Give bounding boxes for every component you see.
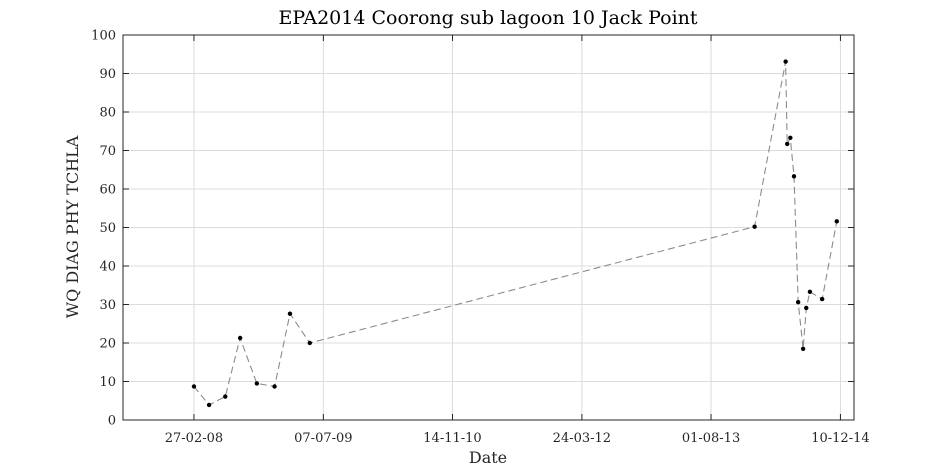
y-tick-label: 0 — [108, 414, 116, 429]
series-layer — [191, 59, 839, 408]
x-axis-label: Date — [469, 448, 507, 467]
y-axis-label: WQ DIAG PHY TCHLA — [63, 135, 82, 318]
y-tick-label: 40 — [99, 260, 116, 275]
data-point — [307, 340, 312, 346]
x-tick-label: 27-02-08 — [165, 431, 223, 446]
y-axis: 0 10 20 30 40 50 60 70 80 90 100 — [91, 29, 854, 429]
chart-title: EPA2014 Coorong sub lagoon 10 Jack Point — [278, 7, 697, 29]
y-tick-label: 10 — [99, 375, 116, 390]
data-point — [237, 335, 243, 341]
data-point — [834, 219, 839, 224]
x-tick-label: 01-08-13 — [682, 431, 740, 446]
data-point — [807, 289, 813, 294]
data-point — [804, 305, 809, 311]
data-point — [788, 135, 793, 140]
data-point — [785, 141, 790, 147]
x-tick-label: 24-03-12 — [553, 431, 611, 446]
grid — [123, 34, 854, 421]
data-point — [795, 299, 801, 305]
data-point — [254, 381, 260, 386]
x-axis: 27-02-08 07-07-09 14-11-10 24-03-12 01-08-13… — [165, 35, 870, 446]
y-tick-label: 100 — [91, 29, 116, 44]
data-point — [783, 59, 788, 64]
y-tick-label: 20 — [99, 337, 116, 352]
y-tick-label: 70 — [99, 144, 116, 159]
y-tick-label: 90 — [99, 67, 116, 82]
data-point — [191, 384, 197, 389]
x-tick-label: 10-12-14 — [811, 431, 869, 446]
data-point — [800, 346, 806, 351]
data-point — [206, 402, 212, 408]
data-point — [752, 224, 757, 229]
data-point — [287, 311, 293, 316]
data-point — [791, 174, 797, 179]
y-tick-label: 30 — [99, 298, 116, 313]
x-tick-label: 14-11-10 — [423, 431, 481, 446]
y-tick-label: 60 — [99, 183, 116, 198]
data-point — [819, 296, 825, 302]
data-point — [272, 384, 277, 389]
x-tick-label: 07-07-09 — [294, 431, 352, 446]
data-point — [223, 394, 228, 399]
y-tick-label: 80 — [99, 106, 116, 121]
y-tick-label: 50 — [99, 221, 116, 236]
